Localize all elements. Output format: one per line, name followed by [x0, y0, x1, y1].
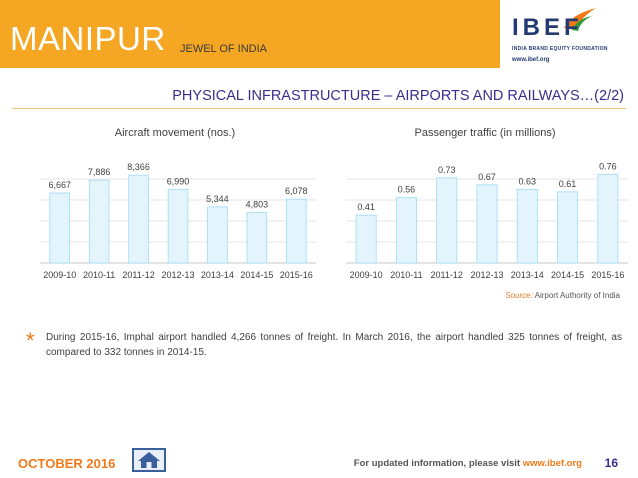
data-label: 7,886 — [88, 167, 111, 177]
bar-2013-14 — [207, 206, 228, 264]
page-number: 16 — [604, 456, 618, 470]
x-tick-label: 2010-11 — [83, 270, 115, 280]
bar-2011-12 — [128, 174, 149, 264]
source-label: Source: — [505, 291, 533, 300]
x-tick-label: 2014-15 — [551, 270, 584, 280]
x-tick-label: 2013-14 — [201, 270, 234, 280]
data-label: 6,078 — [285, 186, 308, 196]
x-tick-label: 2013-14 — [511, 270, 544, 280]
state-tagline: JEWEL OF INDIA — [180, 43, 267, 55]
footer-visit-text: For updated information, please visit ww… — [354, 458, 582, 469]
title-divider — [12, 108, 626, 109]
bar-2012-13 — [476, 184, 498, 264]
x-tick-label: 2011-12 — [431, 270, 463, 280]
bar-2011-12 — [436, 177, 458, 264]
x-tick-label: 2015-16 — [280, 270, 313, 280]
page-title: PHYSICAL INFRASTRUCTURE – AIRPORTS AND R… — [172, 88, 624, 104]
x-tick-label: 2012-13 — [470, 270, 503, 280]
x-tick-label: 2012-13 — [161, 270, 194, 280]
x-tick-label: 2009-10 — [43, 270, 76, 280]
bar-2009-10 — [355, 214, 377, 264]
x-tick-label: 2009-10 — [350, 270, 383, 280]
logo-url: www.ibef.org — [512, 57, 550, 63]
state-title: MANIPUR — [10, 20, 166, 57]
source-note: Source: Airport Authority of India — [505, 291, 620, 300]
data-label: 0.76 — [599, 161, 617, 171]
bird-logo-icon — [564, 8, 596, 31]
x-tick-label: 2014-15 — [240, 270, 273, 280]
footer-date: OCTOBER 2016 — [18, 456, 116, 471]
bar-2010-11 — [395, 197, 417, 264]
x-tick-label: 2010-11 — [390, 270, 422, 280]
data-label: 0.63 — [519, 177, 537, 187]
data-label: 0.61 — [559, 179, 577, 189]
bar-2015-16 — [597, 173, 619, 264]
chart-title-passenger: Passenger traffic (in millions) — [414, 127, 556, 139]
logo-tagline: INDIA BRAND EQUITY FOUNDATION — [512, 46, 608, 52]
x-tick-label: 2011-12 — [122, 270, 154, 280]
data-label: 0.73 — [438, 165, 456, 175]
footer-visit-label: For updated information, please visit — [353, 458, 523, 469]
logo-wordmark: IBEF — [512, 14, 583, 41]
bar-2010-11 — [88, 179, 110, 264]
data-label: 8,366 — [127, 162, 150, 172]
bar-2009-10 — [49, 192, 70, 264]
bar-2014-15 — [246, 212, 268, 264]
bar-2013-14 — [516, 189, 538, 264]
aircraft-movement-chart: 6,667 2009-10 7,886 2010-11 8,366 2011-12 6,99… — [40, 162, 316, 280]
bar-2014-15 — [557, 191, 579, 264]
data-label: 0.67 — [478, 172, 496, 182]
data-label: 4,803 — [246, 200, 269, 210]
freight-note: During 2015-16, Imphal airport handled 4… — [46, 332, 622, 358]
bar-2012-13 — [167, 189, 189, 264]
data-label: 6,667 — [48, 180, 71, 190]
bullet-star-icon: * — [26, 328, 35, 353]
ibef-logo[interactable]: IBEF INDIA BRAND EQUITY FOUNDATION www.i… — [500, 0, 638, 70]
source-text: Airport Authority of India — [534, 291, 620, 300]
bar-2015-16 — [286, 198, 307, 264]
data-label: 0.56 — [398, 185, 416, 195]
x-tick-label: 2015-16 — [591, 270, 624, 280]
data-label: 5,344 — [206, 194, 229, 204]
home-button[interactable] — [132, 448, 166, 472]
data-label: 0.41 — [357, 202, 375, 212]
passenger-traffic-chart: 0.41 2009-10 0.56 2010-11 0.73 2011-12 0.67 201… — [346, 161, 628, 280]
footer-url-link[interactable]: www.ibef.org — [522, 458, 582, 469]
chart-title-aircraft: Aircraft movement (nos.) — [114, 127, 236, 139]
home-icon — [138, 452, 160, 468]
data-label: 6,990 — [167, 177, 190, 187]
